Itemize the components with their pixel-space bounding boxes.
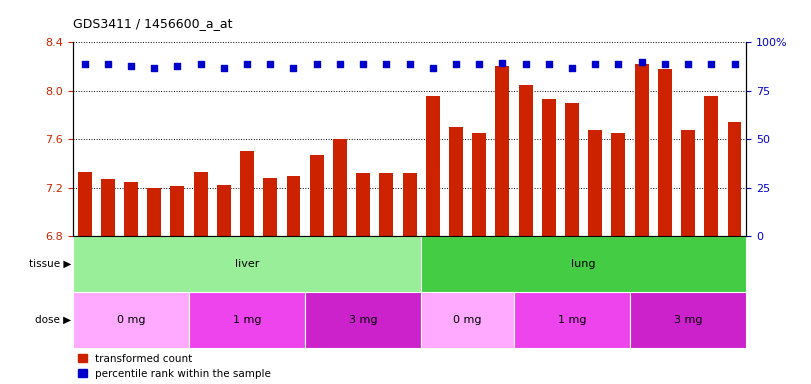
Point — [171, 63, 184, 70]
Point — [380, 61, 393, 67]
Text: 3 mg: 3 mg — [349, 314, 377, 325]
Point — [125, 63, 138, 70]
Point — [519, 61, 532, 67]
Point — [543, 61, 556, 67]
Point — [728, 61, 741, 67]
Text: 0 mg: 0 mg — [453, 314, 482, 325]
Text: liver: liver — [235, 259, 260, 269]
Legend: transformed count, percentile rank within the sample: transformed count, percentile rank withi… — [78, 354, 271, 379]
Bar — [380, 173, 393, 236]
Point — [78, 61, 91, 67]
Point — [241, 61, 254, 67]
Point — [333, 61, 346, 67]
Point — [311, 61, 324, 67]
Text: GDS3411 / 1456600_a_at: GDS3411 / 1456600_a_at — [73, 17, 233, 30]
Point — [287, 65, 300, 71]
Text: 3 mg: 3 mg — [674, 314, 702, 325]
Text: 0 mg: 0 mg — [117, 314, 145, 325]
Bar — [194, 172, 208, 236]
Point — [148, 65, 161, 71]
Point — [565, 65, 578, 71]
Point — [659, 61, 672, 67]
Point — [194, 61, 207, 67]
Bar — [496, 66, 509, 236]
Point — [427, 65, 440, 71]
Bar — [565, 103, 579, 236]
Point — [589, 61, 602, 67]
Bar — [727, 122, 741, 236]
Bar — [635, 64, 649, 236]
Bar — [73, 236, 421, 292]
Bar — [630, 292, 746, 348]
Point — [357, 61, 370, 67]
Text: 1 mg: 1 mg — [558, 314, 586, 325]
Point — [101, 61, 114, 67]
Bar — [542, 99, 556, 236]
Bar — [101, 179, 115, 236]
Bar — [356, 173, 370, 236]
Point — [681, 61, 694, 67]
Bar — [611, 133, 625, 236]
Bar — [658, 69, 672, 236]
Bar — [264, 178, 277, 236]
Bar — [514, 292, 630, 348]
Bar — [170, 187, 184, 236]
Bar — [588, 129, 603, 236]
Bar — [519, 84, 533, 236]
Point — [473, 61, 486, 67]
Point — [612, 61, 625, 67]
Bar — [426, 96, 440, 236]
Bar — [704, 96, 719, 236]
Bar — [449, 127, 463, 236]
Point — [635, 59, 648, 65]
Bar — [421, 236, 746, 292]
Point — [449, 61, 462, 67]
Bar — [681, 129, 695, 236]
Bar — [305, 292, 421, 348]
Bar — [124, 182, 138, 236]
Bar — [333, 139, 347, 236]
Point — [705, 61, 718, 67]
Point — [217, 65, 230, 71]
Point — [403, 61, 416, 67]
Bar — [402, 173, 417, 236]
Text: lung: lung — [572, 259, 596, 269]
Text: dose ▶: dose ▶ — [35, 314, 71, 325]
Bar — [310, 155, 324, 236]
Bar — [78, 172, 92, 236]
Bar — [421, 292, 514, 348]
Text: tissue ▶: tissue ▶ — [29, 259, 71, 269]
Point — [496, 60, 508, 66]
Bar — [472, 133, 486, 236]
Bar — [148, 188, 161, 236]
Bar — [240, 151, 254, 236]
Bar — [217, 185, 231, 236]
Bar — [189, 292, 305, 348]
Bar — [73, 292, 189, 348]
Text: 1 mg: 1 mg — [233, 314, 261, 325]
Bar — [286, 175, 300, 236]
Point — [264, 61, 277, 67]
